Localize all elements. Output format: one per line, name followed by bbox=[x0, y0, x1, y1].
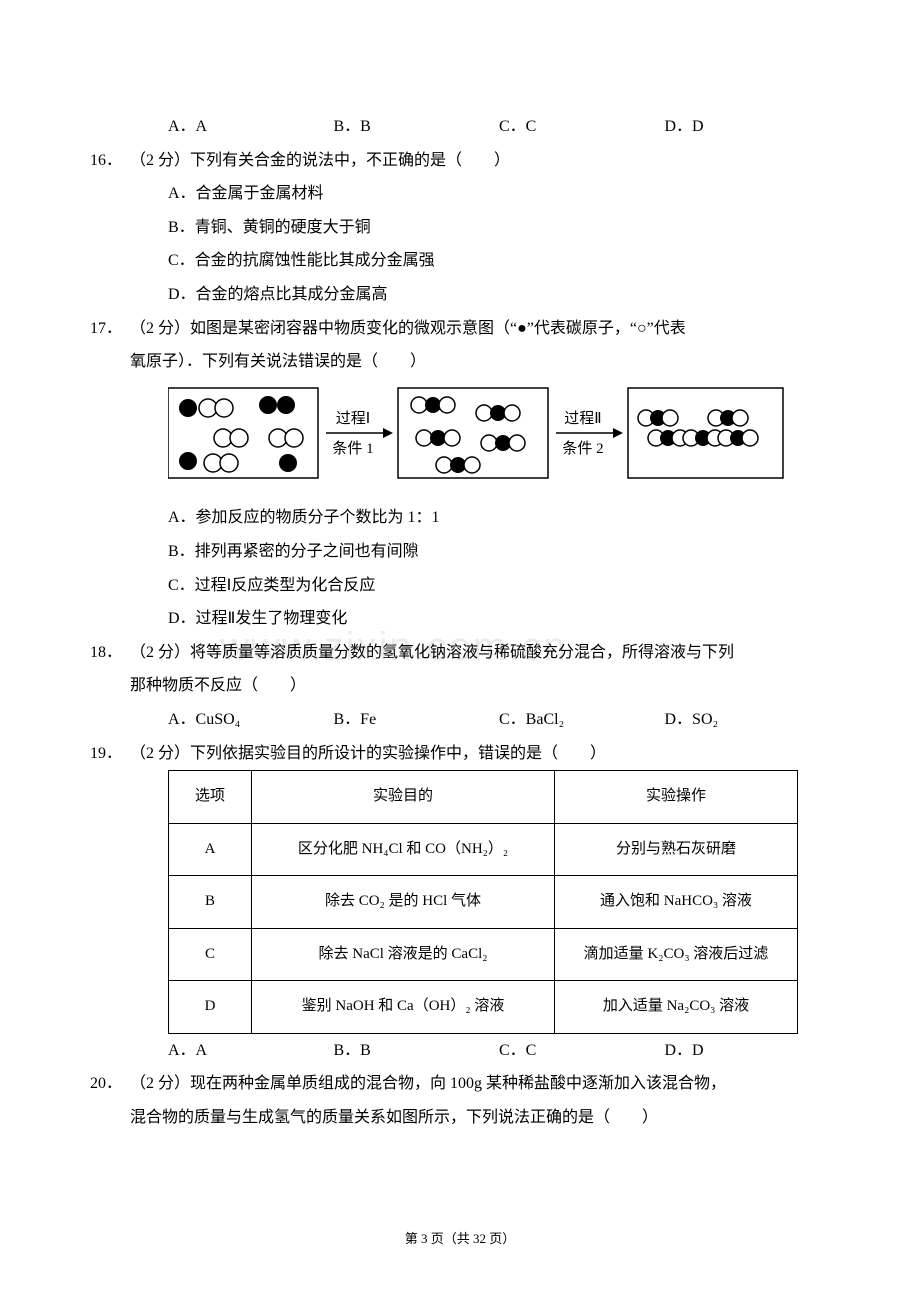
q18-options: A．CuSO₄ B．Fe C．BaCl₂ D．SO₂ bbox=[90, 703, 830, 737]
arrow1-label-top: 过程Ⅰ bbox=[336, 410, 370, 427]
q17-stem-l1: （2 分）如图是某密闭容器中物质变化的微观示意图（“●”代表碳原子，“○”代表 bbox=[130, 312, 830, 346]
opt-b: B．B bbox=[334, 110, 500, 144]
q17: 17． （2 分）如图是某密闭容器中物质变化的微观示意图（“●”代表碳原子，“○… bbox=[90, 312, 830, 346]
th-purpose: 实验目的 bbox=[252, 771, 555, 824]
q18: 18． （2 分）将等质量等溶质质量分数的氢氧化钠溶液与稀硫酸充分混合，所得溶液… bbox=[90, 636, 830, 670]
q16-stem: （2 分）下列有关合金的说法中，不正确的是（ ） bbox=[130, 144, 830, 178]
arrow2-label-bot: 条件 2 bbox=[562, 440, 603, 457]
q19-opt-a: A．A bbox=[168, 1034, 334, 1068]
q18-num: 18． bbox=[90, 636, 130, 670]
q16: 16． （2 分）下列有关合金的说法中，不正确的是（ ） bbox=[90, 144, 830, 178]
q20: 20． （2 分）现在两种金属单质组成的混合物，向 100g 某种稀盐酸中逐渐加… bbox=[90, 1067, 830, 1101]
q19-stem: （2 分）下列依据实验目的所设计的实验操作中，错误的是（ ） bbox=[130, 737, 830, 771]
q18-opt-d: D．SO₂ bbox=[665, 703, 831, 737]
q19-options: A．A B．B C．C D．D bbox=[90, 1034, 830, 1068]
q16-opt-d: D．合金的熔点比其成分金属高 bbox=[90, 278, 830, 312]
q19-opt-c: C．C bbox=[499, 1034, 665, 1068]
opt-a: A．A bbox=[168, 110, 334, 144]
q18-stem-l1: （2 分）将等质量等溶质质量分数的氢氧化钠溶液与稀硫酸充分混合，所得溶液与下列 bbox=[130, 636, 830, 670]
q17-opt-d: D．过程Ⅱ发生了物理变化 bbox=[90, 602, 830, 636]
q17-opt-a: A．参加反应的物质分子个数比为 1：1 bbox=[90, 501, 830, 535]
q16-opt-c: C．合金的抗腐蚀性能比其成分金属强 bbox=[90, 244, 830, 278]
q18-opt-a: A．CuSO₄ bbox=[168, 703, 334, 737]
q17-opt-c: C．过程Ⅰ反应类型为化合反应 bbox=[90, 569, 830, 603]
q20-stem-l1: （2 分）现在两种金属单质组成的混合物，向 100g 某种稀盐酸中逐渐加入该混合… bbox=[130, 1067, 830, 1101]
opt-d: D．D bbox=[665, 110, 831, 144]
q16-num: 16． bbox=[90, 144, 130, 178]
q16-opt-a: A．合金属于金属材料 bbox=[90, 177, 830, 211]
th-operation: 实验操作 bbox=[555, 771, 798, 824]
q19-opt-d: D．D bbox=[665, 1034, 831, 1068]
opt-c: C．C bbox=[499, 110, 665, 144]
arrow2-label-top: 过程Ⅱ bbox=[564, 410, 601, 427]
arrow1-label-bot: 条件 1 bbox=[332, 440, 373, 457]
table-row: D 鉴别 NaOH 和 Ca（OH）₂ 溶液 加入适量 Na₂CO₃ 溶液 bbox=[169, 981, 798, 1034]
q17-opt-b: B．排列再紧密的分子之间也有间隙 bbox=[90, 535, 830, 569]
q18-opt-b: B．Fe bbox=[334, 703, 500, 737]
q17-stem-l2: 氧原子）．下列有关说法错误的是（ ） bbox=[90, 345, 830, 379]
q19-num: 19． bbox=[90, 737, 130, 771]
q15-options: A．A B．B C．C D．D bbox=[90, 110, 830, 144]
q20-num: 20． bbox=[90, 1067, 130, 1101]
th-option: 选项 bbox=[169, 771, 252, 824]
q19-table: 选项 实验目的 实验操作 A 区分化肥 NH₄Cl 和 CO（NH₂）₂ 分别与… bbox=[168, 770, 798, 1034]
table-row: A 区分化肥 NH₄Cl 和 CO（NH₂）₂ 分别与熟石灰研磨 bbox=[169, 823, 798, 876]
q18-stem-l2: 那种物质不反应（ ） bbox=[90, 669, 830, 703]
q20-stem-l2: 混合物的质量与生成氢气的质量关系如图所示，下列说法正确的是（ ） bbox=[90, 1101, 830, 1135]
q19-opt-b: B．B bbox=[334, 1034, 500, 1068]
page-footer: 第 3 页（共 32 页） bbox=[90, 1225, 830, 1252]
table-row: B 除去 CO₂ 是的 HCl 气体 通入饱和 NaHCO₃ 溶液 bbox=[169, 876, 798, 929]
q17-num: 17． bbox=[90, 312, 130, 346]
q18-opt-c: C．BaCl₂ bbox=[499, 703, 665, 737]
table-row: C 除去 NaCl 溶液是的 CaCl₂ 滴加适量 K₂CO₃ 溶液后过滤 bbox=[169, 928, 798, 981]
q19: 19． （2 分）下列依据实验目的所设计的实验操作中，错误的是（ ） bbox=[90, 737, 830, 771]
q16-opt-b: B．青铜、黄铜的硬度大于铜 bbox=[90, 211, 830, 245]
q17-diagram: 过程Ⅰ 条件 1 bbox=[90, 383, 830, 496]
